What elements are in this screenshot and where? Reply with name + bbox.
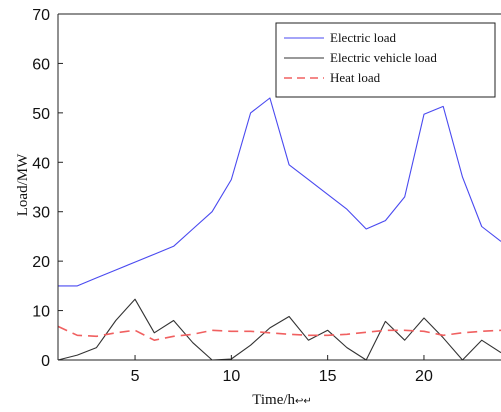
- y-axis-label: Load/MW: [15, 153, 31, 216]
- y-tick-label: 70: [32, 7, 50, 24]
- legend-label-1: Electric load: [330, 30, 397, 45]
- y-tick-label: 20: [32, 254, 50, 271]
- legend-box: [275, 22, 496, 98]
- series-line-2: [57, 298, 501, 361]
- y-tick-label: 40: [32, 155, 50, 172]
- series-line-1: [58, 97, 501, 287]
- x-axis-label-text: Time/h: [252, 392, 295, 408]
- series-line-3: [57, 325, 501, 342]
- axes-layer: 0 10 20 30 40 50 60 70 5 10 15 20: [32, 7, 501, 385]
- y-tick-label: 50: [32, 106, 50, 123]
- x-axis-label-glyph: ↩↵: [295, 396, 312, 407]
- y-tick-label: 0: [41, 353, 50, 370]
- series-layer: [57, 97, 501, 361]
- y-tick-label: 10: [32, 304, 50, 321]
- x-tick-label: 5: [131, 368, 140, 385]
- legend: Electric load Electric vehicle load Heat l…: [275, 22, 496, 98]
- x-tick-label: 15: [319, 368, 337, 385]
- x-tick-label: 20: [415, 368, 433, 385]
- y-tick-label: 60: [32, 56, 50, 73]
- x-tick-label: 10: [222, 368, 240, 385]
- legend-label-2: Electric vehicle load: [330, 50, 437, 65]
- legend-label-3: Heat load: [330, 70, 381, 85]
- x-axis-label: Time/h↩↵: [252, 392, 312, 408]
- y-tick-label: 30: [32, 205, 50, 222]
